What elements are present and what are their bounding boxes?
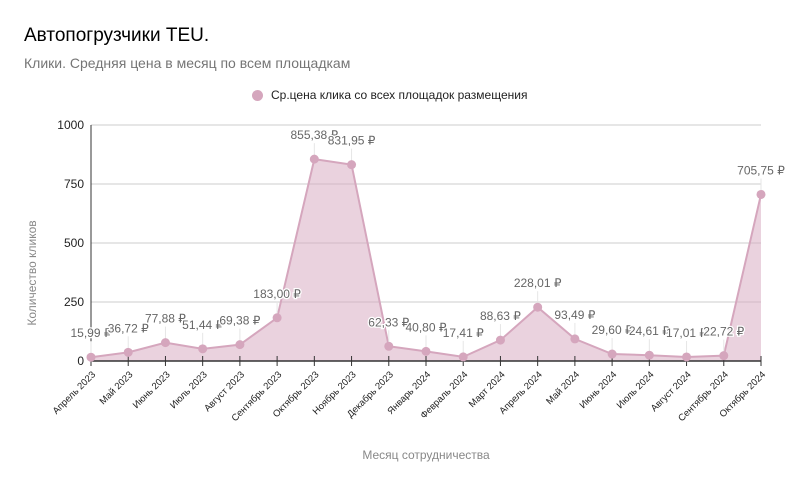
data-point: [495, 335, 505, 345]
data-label: 88,63 ₽: [480, 309, 521, 323]
y-tick-label: 1000: [57, 118, 84, 132]
data-point: [123, 347, 133, 357]
x-tick-label: Май 2023: [98, 369, 136, 407]
data-label: 17,41 ₽: [443, 326, 484, 340]
y-tick-label: 0: [77, 354, 84, 368]
y-tick-label: 500: [64, 236, 84, 250]
data-label: 183,00 ₽: [253, 287, 301, 301]
y-tick-label: 750: [64, 177, 84, 191]
chart-title: Автопогрузчики TEU.: [24, 25, 210, 46]
data-point: [719, 351, 729, 361]
data-point: [347, 160, 357, 170]
data-label: 22,72 ₽: [703, 325, 744, 339]
y-axis-title: Количество кликов: [25, 220, 39, 325]
data-label: 29,60 ₽: [592, 323, 633, 337]
y-tick-label: 250: [64, 295, 84, 309]
chart-subtitle: Клики. Средняя цена в месяц по всем площ…: [24, 55, 351, 71]
data-label: 17,01 ₽: [666, 326, 707, 340]
data-point: [533, 302, 543, 312]
data-point: [607, 349, 617, 359]
data-label: 15,99 ₽: [71, 326, 112, 340]
data-label: 228,01 ₽: [514, 276, 562, 290]
data-label: 24,61 ₽: [629, 324, 670, 338]
legend-marker-icon: [252, 89, 263, 101]
data-point: [160, 338, 170, 348]
data-point: [458, 352, 468, 362]
data-label: 831,95 ₽: [328, 134, 376, 148]
legend-label: Ср.цена клика со всех площадок размещени…: [271, 88, 528, 102]
data-label: 62,33 ₽: [368, 315, 409, 329]
x-axis-title: Месяц сотрудничества: [362, 448, 490, 462]
data-label: 40,80 ₽: [406, 320, 447, 334]
data-point: [309, 154, 319, 164]
x-tick-label: Июнь 2023: [131, 369, 173, 411]
data-point: [421, 346, 431, 356]
data-label: 705,75 ₽: [737, 163, 785, 177]
data-label: 36,72 ₽: [108, 321, 149, 335]
x-tick-label: Июнь 2024: [578, 369, 620, 411]
data-point: [384, 341, 394, 351]
data-point: [86, 352, 96, 362]
data-point: [198, 344, 208, 354]
legend[interactable]: Ср.цена клика со всех площадок размещени…: [252, 88, 527, 102]
data-label: 77,88 ₽: [145, 312, 186, 326]
data-point: [644, 350, 654, 360]
x-tick-label: Апрель 2023: [51, 369, 98, 416]
data-point: [570, 334, 580, 344]
x-tick-label: Май 2024: [544, 369, 582, 407]
data-label: 93,49 ₽: [554, 308, 595, 322]
data-point: [235, 340, 245, 350]
data-label: 51,44 ₽: [182, 318, 223, 332]
data-point: [756, 189, 766, 199]
data-label: 69,38 ₽: [219, 314, 260, 328]
data-point: [272, 313, 282, 323]
data-point: [682, 352, 692, 362]
data-label: 855,38 ₽: [290, 128, 338, 142]
